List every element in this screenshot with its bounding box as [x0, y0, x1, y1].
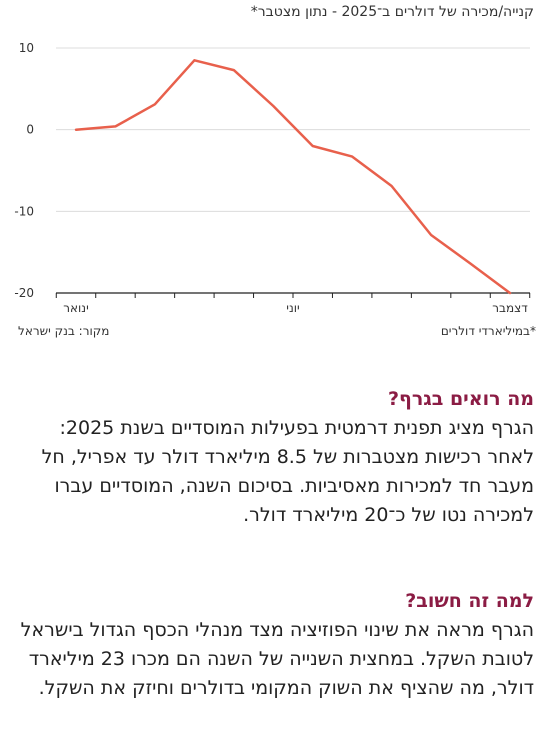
- x-tick-label: ינואר: [63, 301, 89, 315]
- series-line: [74, 59, 512, 295]
- section-heading: למה זה חשוב?: [405, 590, 534, 612]
- y-tick-label: 10: [19, 41, 34, 55]
- section-why-important: למה זה חשוב? הגרף מראה את שינוי הפוזיציה…: [14, 590, 534, 703]
- x-tick-label: יוני: [286, 301, 299, 315]
- section-body: הגרף מציג תפנית דרמטית בפעילות המוסדיים …: [41, 417, 534, 526]
- y-tick-label: -10: [14, 204, 34, 218]
- chart-unit-note: *במיליארדי דולרים: [440, 324, 536, 338]
- x-tick-label: דצמבר: [492, 301, 528, 315]
- section-body: הגרף מראה את שינוי הפוזיציה מצד מנהלי הכ…: [20, 619, 534, 699]
- line-chart: 10 0 -10 -20 ינואר יוני דצמבר: [14, 41, 531, 315]
- y-tick-label: 0: [26, 123, 34, 137]
- section-heading: מה רואים בגרף?: [387, 388, 534, 410]
- chart-title: קנייה/מכירה של דולרים ב־2025 - נתון מצטב…: [250, 4, 534, 20]
- chart-source: מקור: בנק ישראל: [18, 324, 110, 338]
- section-what-we-see: מה רואים בגרף? הגרף מציג תפנית דרמטית בפ…: [14, 388, 534, 530]
- y-tick-label: -20: [14, 286, 34, 300]
